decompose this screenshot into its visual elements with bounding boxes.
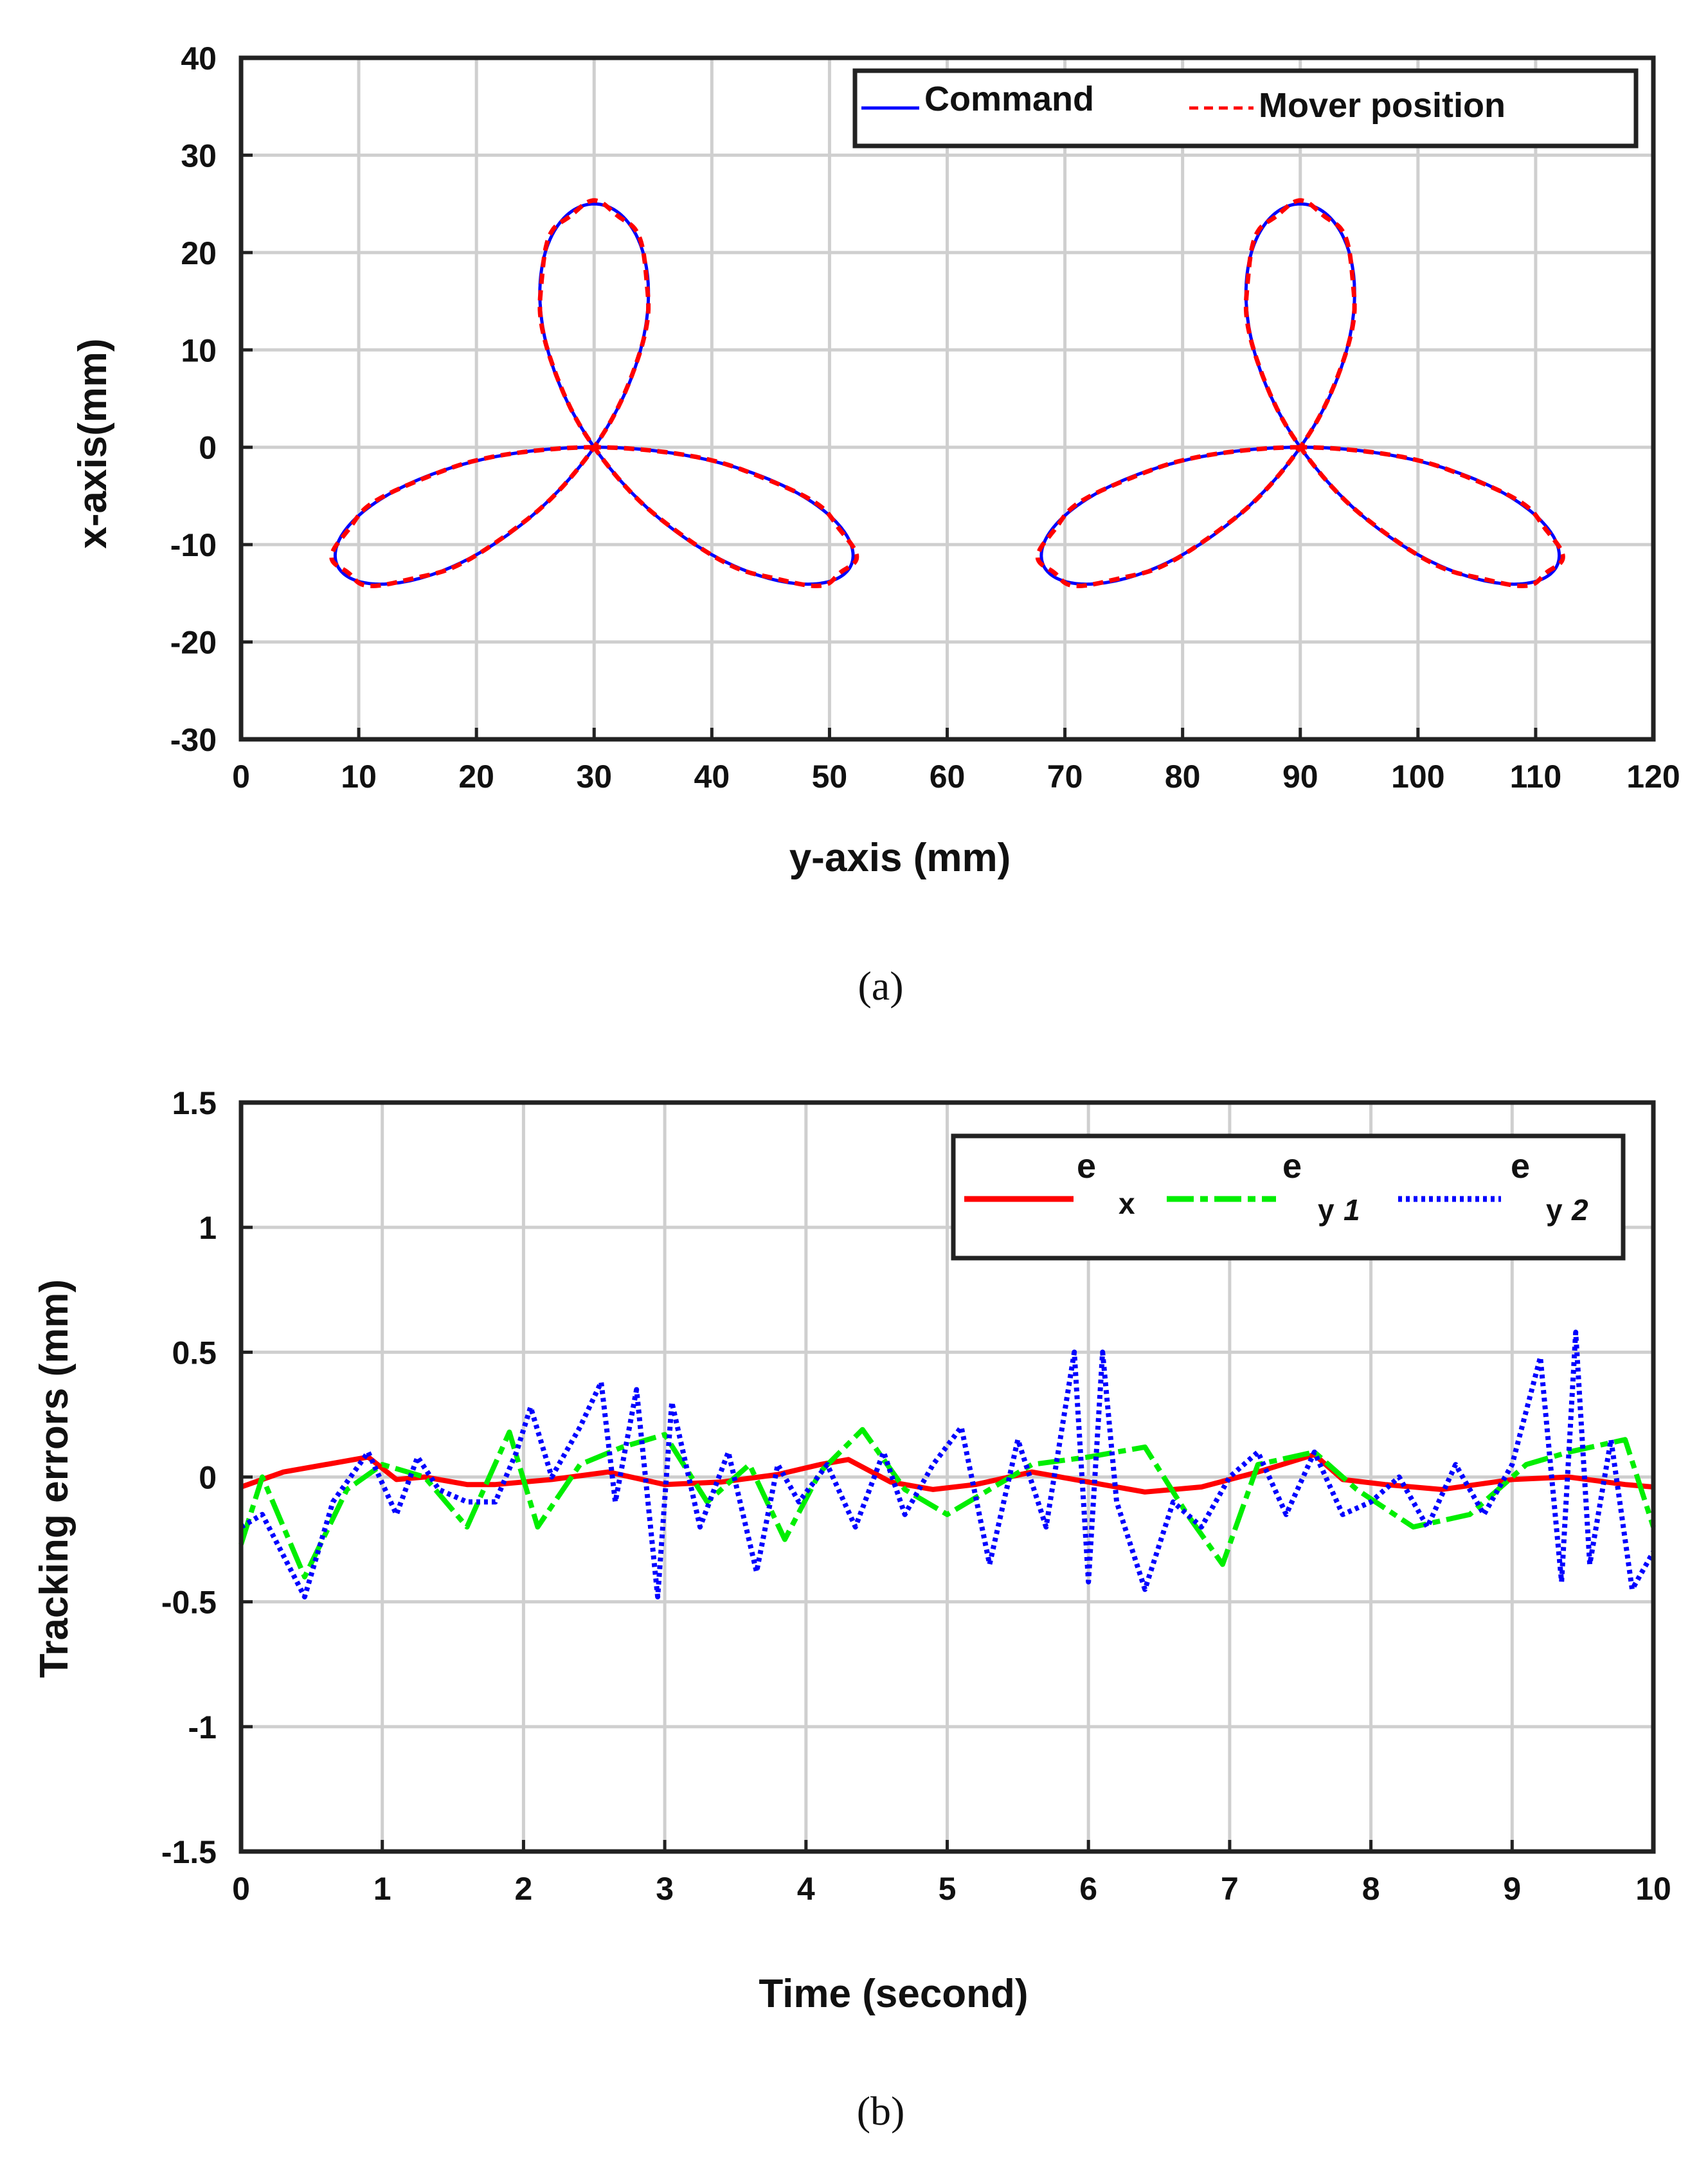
- series-b: [238, 1329, 1656, 1599]
- x-tick-label: 10: [1635, 1871, 1671, 1907]
- caption-b: (b): [857, 2088, 905, 2134]
- y-tick-label: -10: [170, 527, 217, 563]
- x-tick-label: 7: [1221, 1871, 1239, 1907]
- x-tick-label: 5: [939, 1871, 957, 1907]
- x-axis-label-b: Time (second): [759, 1972, 1028, 2016]
- legend-sub-ex: x: [1119, 1187, 1135, 1220]
- y-tick-label: -1.5: [161, 1834, 217, 1870]
- x-tick-label: 20: [458, 759, 494, 795]
- legend-a: Command Mover position: [852, 68, 1639, 149]
- x-tick-label: 8: [1362, 1871, 1380, 1907]
- legend-label-ey2: e: [1511, 1147, 1530, 1185]
- ex-line: [240, 1452, 1654, 1495]
- x-tick-label: 120: [1626, 759, 1680, 795]
- x-tick-label: 1: [373, 1871, 391, 1907]
- x-tick-label: 90: [1282, 759, 1318, 795]
- panel-a-chart: 0 10 20 30 40 50 60 70 80 90 100 110 120 -30 -20 -10 0 10…: [71, 41, 1680, 1009]
- y-axis-label-a: x-axis(mm): [71, 338, 115, 548]
- y-tick-label: 1: [199, 1210, 217, 1246]
- legend-label-ex: e: [1077, 1147, 1096, 1185]
- legend-box-a: [852, 68, 1639, 149]
- legend-sub-ey1: y: [1318, 1193, 1335, 1227]
- tick-labels-b: 0 1 2 3 4 5 6 7 8 9 10 -1.5 -1 -0.5 0 0.5 1 1.5: [161, 1085, 1671, 1907]
- axes-frame-b: [238, 1100, 1656, 1854]
- grid-a: [239, 56, 1655, 741]
- y-tick-label: 0: [199, 430, 217, 466]
- y-tick-label: -30: [170, 722, 217, 758]
- y-tick-label: -20: [170, 625, 217, 661]
- ey2-line: [239, 1329, 1656, 1599]
- panel-b-chart: 0 1 2 3 4 5 6 7 8 9 10 -1.5 -1 -0.5 0 0.5 1 1.5 Time (sec…: [32, 1085, 1671, 2134]
- ey1-line: [238, 1427, 1656, 1580]
- y-tick-label: -1: [188, 1709, 217, 1745]
- x-tick-label: 100: [1391, 759, 1444, 795]
- x-tick-label: 40: [694, 759, 730, 795]
- y-tick-label: -0.5: [161, 1585, 217, 1621]
- x-tick-label: 9: [1503, 1871, 1521, 1907]
- y-axis-label-b: Tracking errors (mm): [32, 1279, 76, 1678]
- x-tick-label: 3: [656, 1871, 674, 1907]
- y-tick-label: 0.5: [172, 1335, 217, 1371]
- tick-labels-a: 0 10 20 30 40 50 60 70 80 90 100 110 120 -30 -20 -10 0 10…: [170, 41, 1680, 795]
- series-a: [329, 198, 1565, 588]
- mover-position-line: [329, 198, 859, 588]
- caption-a: (a): [858, 963, 903, 1009]
- x-tick-label: 30: [576, 759, 612, 795]
- x-axis-label-a: y-axis (mm): [789, 836, 1011, 880]
- x-tick-label: 6: [1079, 1871, 1097, 1907]
- y-tick-label: 40: [181, 41, 217, 77]
- legend-b: e x e y 1 e y 2: [951, 1133, 1626, 1261]
- legend-label-mover-position: Mover position: [1259, 86, 1506, 125]
- legend-sub-ey2: y: [1546, 1193, 1563, 1227]
- x-tick-label: 110: [1510, 759, 1562, 795]
- x-tick-label: 50: [812, 759, 848, 795]
- x-tick-label: 0: [232, 759, 250, 795]
- legend-sub2-ey2: 2: [1571, 1193, 1588, 1227]
- x-tick-label: 10: [341, 759, 377, 795]
- legend-label-ey1: e: [1282, 1147, 1302, 1185]
- y-tick-label: 10: [181, 332, 217, 368]
- x-tick-label: 70: [1047, 759, 1083, 795]
- y-tick-label: 20: [181, 235, 217, 271]
- x-tick-label: 2: [514, 1871, 532, 1907]
- mover-position-line: [1035, 198, 1565, 588]
- x-tick-label: 60: [930, 759, 966, 795]
- axes-frame-a: [238, 55, 1656, 742]
- y-tick-label: 30: [181, 138, 217, 174]
- x-tick-label: 0: [232, 1871, 250, 1907]
- y-tick-label: 0: [199, 1460, 217, 1496]
- legend-sub2-ey1: 1: [1344, 1193, 1360, 1227]
- x-tick-label: 80: [1165, 759, 1201, 795]
- y-tick-label: 1.5: [172, 1085, 217, 1121]
- x-tick-label: 4: [797, 1871, 815, 1907]
- legend-label-command: Command: [924, 80, 1094, 118]
